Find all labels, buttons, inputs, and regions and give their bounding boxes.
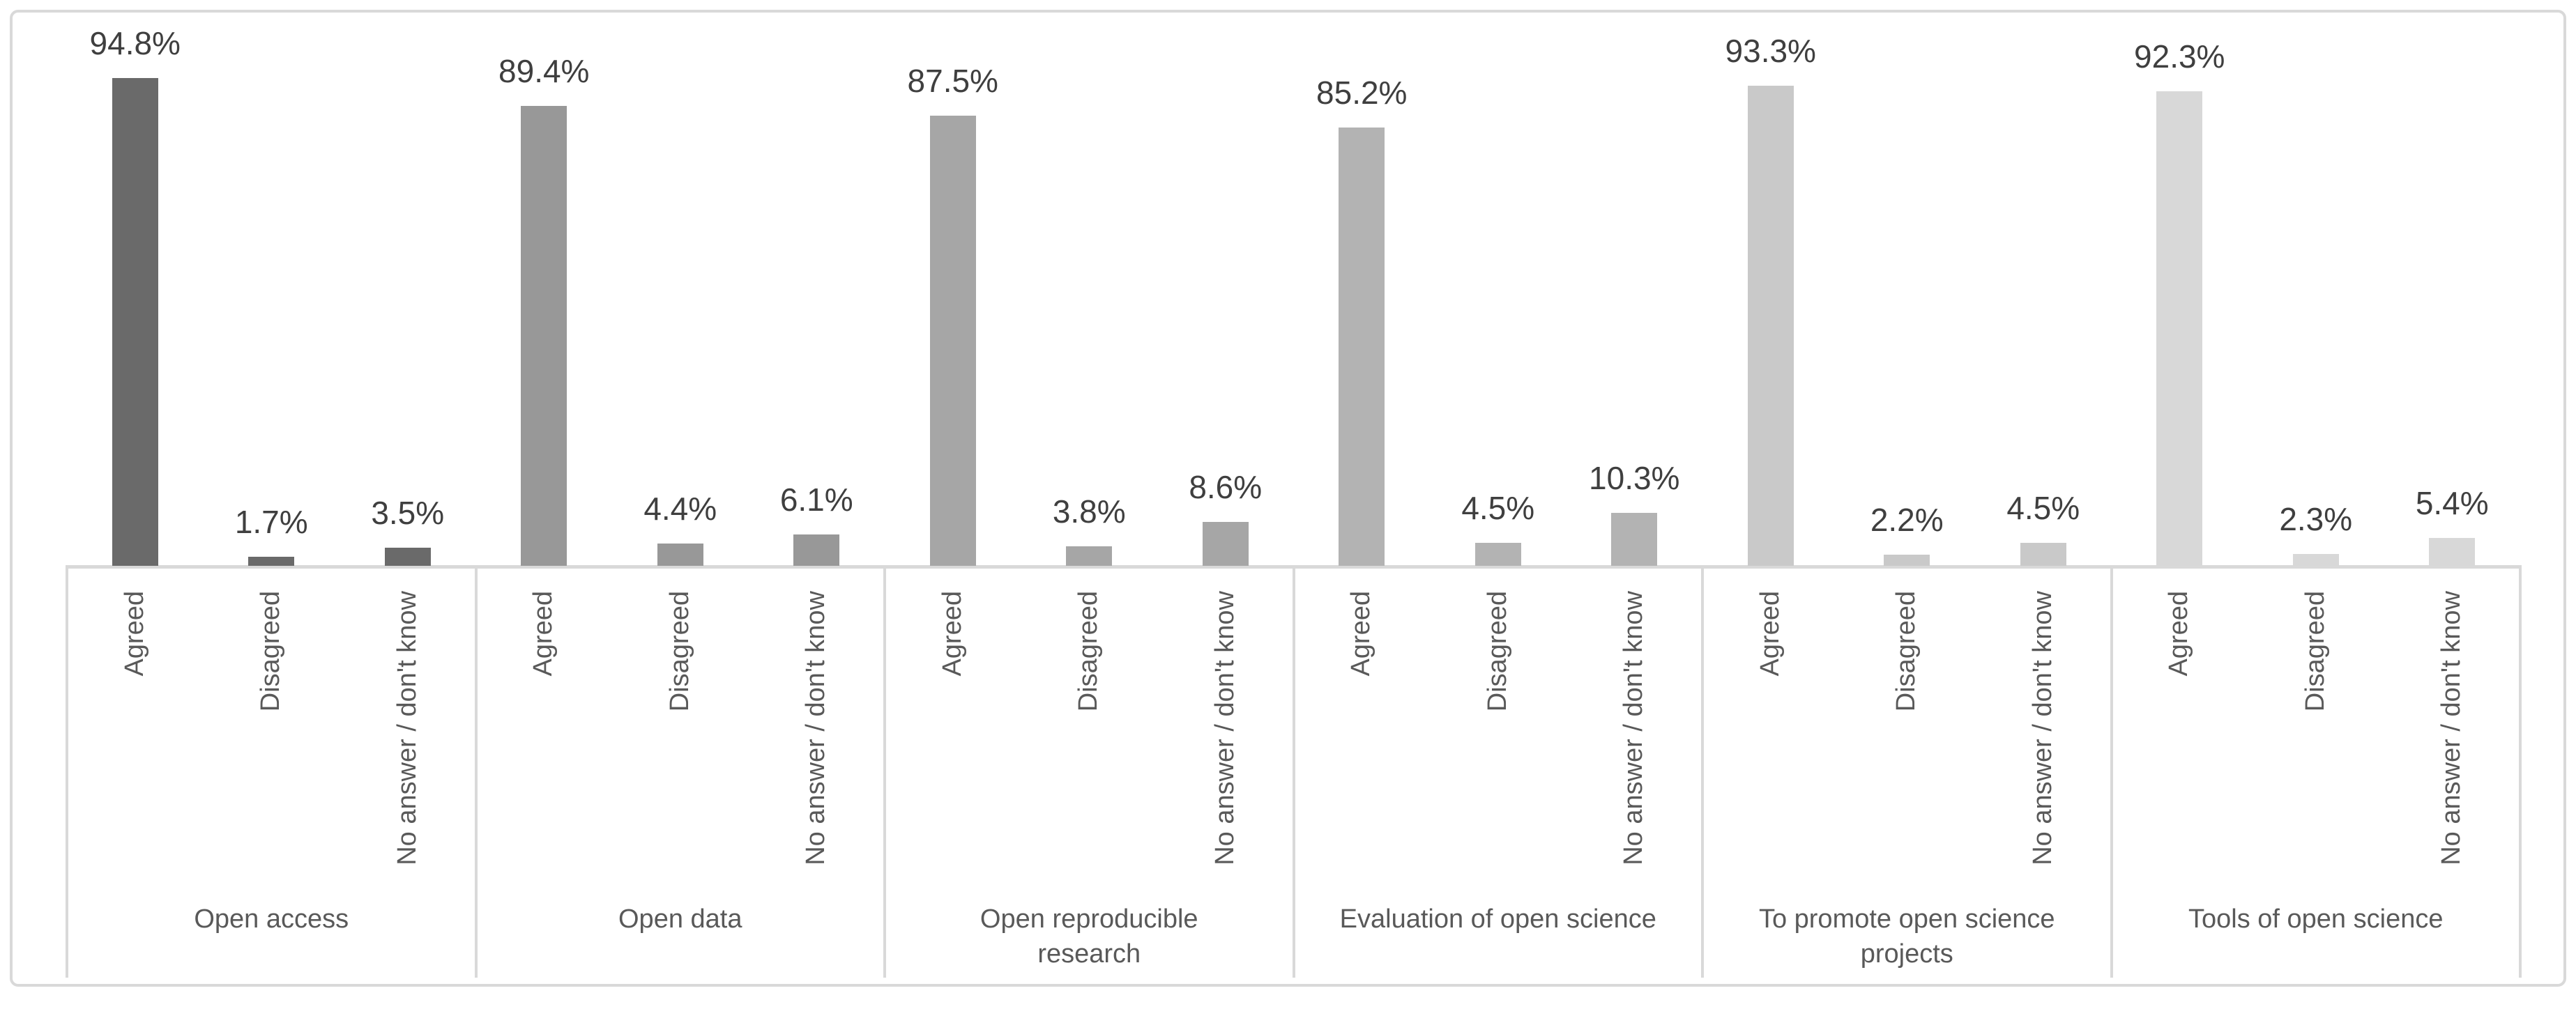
value-label-tools-of-open-science-agreed: 92.3% [2134, 38, 2225, 75]
bar-open-reproducible-research-agreed [929, 116, 976, 566]
category-divider-4 [1701, 565, 1704, 978]
tick-label-disagreed: Disagreed [256, 591, 286, 712]
tick-label-agreed: Agreed [937, 591, 967, 677]
bar-tools-of-open-science-agreed [2156, 91, 2203, 566]
bar-open-data-no-answer [793, 534, 840, 566]
tick-label-disagreed: Disagreed [1482, 591, 1512, 712]
value-label-open-reproducible-research-agreed: 87.5% [907, 63, 998, 99]
tick-label-agreed: Agreed [528, 591, 558, 677]
value-label-evaluation-of-open-science-agreed: 85.2% [1316, 75, 1408, 111]
bar-open-data-agreed [521, 106, 567, 566]
tick-label-no-answer: No answer / don't know [801, 591, 831, 865]
tick-label-agreed: Agreed [2164, 591, 2194, 677]
category-divider-2 [883, 565, 886, 978]
value-label-open-access-no-answer: 3.5% [371, 495, 445, 531]
value-label-open-access-disagreed: 1.7% [234, 504, 308, 540]
tick-label-disagreed: Disagreed [1074, 591, 1104, 712]
value-label-to-promote-open-science-projects-no-answer: 4.5% [2006, 490, 2080, 526]
tick-label-agreed: Agreed [1755, 591, 1785, 677]
tick-label-disagreed: Disagreed [1891, 591, 1921, 712]
group-label-tools-of-open-science: Tools of open science [2188, 904, 2444, 934]
tick-label-disagreed: Disagreed [664, 591, 694, 712]
value-label-evaluation-of-open-science-no-answer: 10.3% [1589, 460, 1680, 496]
bar-open-reproducible-research-disagreed [1066, 546, 1113, 566]
tick-label-agreed: Agreed [119, 591, 149, 677]
chart-border [10, 10, 2566, 987]
bar-tools-of-open-science-disagreed [2292, 554, 2339, 566]
bar-open-access-no-answer [384, 548, 431, 566]
value-label-open-reproducible-research-no-answer: 8.6% [1189, 469, 1263, 505]
group-label-open-reproducible-research: Open reproducible research [980, 904, 1198, 969]
group-label-open-data: Open data [618, 904, 742, 934]
tick-label-agreed: Agreed [1346, 591, 1376, 677]
category-box-left-edge [66, 565, 68, 978]
tick-label-disagreed: Disagreed [2300, 591, 2330, 712]
category-divider-1 [474, 565, 478, 978]
bar-open-data-disagreed [657, 544, 703, 566]
bar-evaluation-of-open-science-no-answer [1611, 513, 1658, 566]
group-label-open-access: Open access [194, 904, 349, 934]
tick-label-no-answer: No answer / don't know [392, 591, 422, 865]
category-box-right-edge [2519, 565, 2522, 978]
tick-label-no-answer: No answer / don't know [2437, 591, 2467, 865]
value-label-open-reproducible-research-disagreed: 3.8% [1052, 493, 1126, 530]
bar-open-reproducible-research-no-answer [1202, 522, 1249, 566]
tick-label-no-answer: No answer / don't know [1210, 591, 1240, 865]
value-label-open-data-agreed: 89.4% [498, 53, 590, 89]
category-divider-3 [1292, 565, 1295, 978]
value-label-open-access-agreed: 94.8% [89, 25, 181, 61]
group-label-evaluation-of-open-science: Evaluation of open science [1339, 904, 1656, 934]
bar-to-promote-open-science-projects-agreed [1747, 86, 1794, 566]
bar-open-access-agreed [112, 78, 158, 566]
bar-open-access-disagreed [248, 557, 295, 566]
category-divider-5 [2110, 565, 2113, 978]
tick-label-no-answer: No answer / don't know [2027, 591, 2057, 865]
value-label-to-promote-open-science-projects-agreed: 93.3% [1725, 33, 1816, 69]
value-label-tools-of-open-science-no-answer: 5.4% [2415, 485, 2489, 521]
value-label-tools-of-open-science-disagreed: 2.3% [2279, 501, 2353, 537]
tick-label-no-answer: No answer / don't know [1619, 591, 1649, 865]
bar-evaluation-of-open-science-agreed [1339, 128, 1385, 566]
bar-evaluation-of-open-science-disagreed [1474, 543, 1521, 566]
bar-tools-of-open-science-no-answer [2429, 538, 2476, 566]
value-label-open-data-disagreed: 4.4% [643, 491, 717, 527]
value-label-evaluation-of-open-science-disagreed: 4.5% [1461, 490, 1535, 526]
bar-to-promote-open-science-projects-disagreed [1884, 555, 1930, 566]
value-label-open-data-no-answer: 6.1% [779, 482, 853, 518]
bar-to-promote-open-science-projects-no-answer [2020, 543, 2066, 566]
group-label-to-promote-open-science-projects: To promote open science projects [1758, 904, 2055, 969]
value-label-to-promote-open-science-projects-disagreed: 2.2% [1870, 502, 1944, 538]
